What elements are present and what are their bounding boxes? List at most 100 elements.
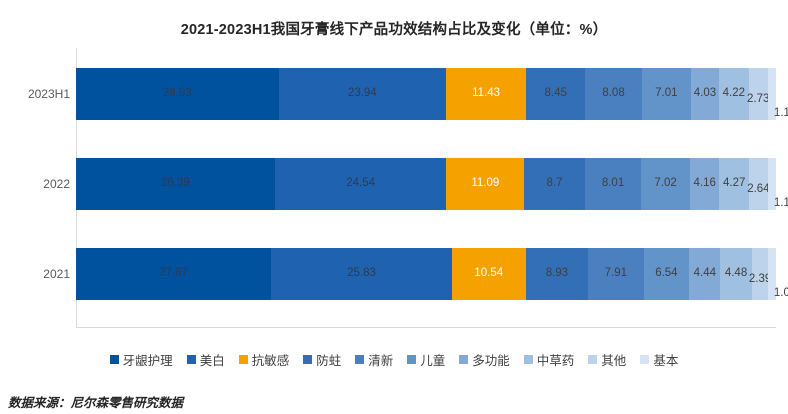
legend-item[interactable]: 基本 [640,350,678,369]
legend-swatch-icon [523,355,533,364]
bar-segment: 10.54 [451,248,526,300]
legend-label: 多功能 [472,354,510,368]
y-axis-tick-label: 2021 [43,267,70,281]
bar-segment-value: 7.91 [604,267,628,280]
bar-segment-value: 4.44 [693,267,716,280]
bar-segment-value: 2.64 [747,183,770,195]
legend-item[interactable]: 其他 [588,350,626,369]
legend-label: 儿童 [420,354,446,368]
legend-swatch-icon [407,355,417,364]
bar-segment: 8.08 [585,68,642,120]
bar-segment: 4.22 [719,68,749,120]
legend-item[interactable]: 中草药 [523,350,575,369]
legend-item[interactable]: 清新 [355,350,393,369]
bar-segment-value: 28.93 [162,87,192,100]
bar-segment-value: 7.01 [655,87,678,100]
bar-segment: 4.16 [690,158,720,210]
bar-segment: 4.27 [719,158,750,210]
y-axis-labels: 2023H1 2022 2021 [0,48,70,328]
bar-segment: 11.09 [446,158,525,210]
chart-legend: 牙龈护理 美白 抗敏感 防蛀 清新 儿童 多功能 中草药 其他 基本 [0,350,788,369]
bar-segment-value: 4.16 [693,177,716,190]
bar-segment: 7.02 [641,158,691,210]
bar-segment-value: 11.09 [471,177,500,190]
y-axis-tick-label: 2022 [43,177,70,191]
bar-segment-value: 10.54 [474,267,504,280]
legend-swatch-icon [459,355,469,364]
bar-segment-value: 8.45 [544,87,567,100]
bar-segment-value: 27.87 [159,267,188,280]
legend-swatch-icon [238,355,248,364]
bar-segment-value: 1.18 [773,197,788,209]
bar-segment: 25.83 [271,248,452,300]
legend-item[interactable]: 防蛀 [303,350,341,369]
bar-segment: 7.91 [588,248,644,300]
bar-segment: 28.39 [76,158,275,210]
y-axis-tick-label: 2023H1 [27,87,70,101]
bar-segment-value: 8.08 [602,87,625,100]
legend-swatch-icon [640,355,650,364]
bar-segment: 2.73 [746,68,770,120]
legend-swatch-icon [303,355,313,364]
bar-segment: 28.93 [76,68,279,120]
legend-item[interactable]: 多功能 [459,350,510,369]
legend-item[interactable]: 抗敏感 [238,350,290,369]
bar-segment: 27.87 [76,248,272,300]
source-note: 数据来源：尼尔森零售研究数据 [8,396,184,410]
legend-swatch-icon [355,355,365,364]
bar-segment-value: 2.39 [748,273,772,285]
chart-title: 2021-2023H1我国牙膏线下产品功效结构占比及变化（单位：%） [180,22,608,38]
stacked-bar: 28.39 24.54 11.09 8.7 8.01 7.02 4.16 4.27 2.64 1.… [76,158,788,210]
legend-swatch-icon [186,355,196,364]
bar-segment-value: 8.93 [545,267,569,280]
bar-segment: 4.03 [690,68,720,120]
bar-segment-value: 8.7 [546,177,563,190]
bar-segment: 11.43 [446,68,527,120]
bar-segment-value: 6.54 [655,267,678,280]
bar-segment-value: 2.73 [746,93,770,105]
bar-segment: 8.93 [525,248,589,300]
bar-row: 28.39 24.54 11.09 8.7 8.01 7.02 4.16 4.27 2.64 1.… [76,158,788,210]
bar-segment: 8.7 [524,158,585,210]
legend-label: 其他 [601,354,627,368]
bar-segment-value: 23.94 [347,87,377,100]
legend-item[interactable]: 美白 [186,350,225,369]
legend-label: 美白 [199,354,225,368]
bar-segment: 4.44 [689,248,721,300]
legend-label: 防蛀 [316,354,342,368]
bar-segment: 1.07 [768,248,788,300]
bar-segment: 1.17 [767,68,788,120]
legend-label: 中草药 [536,354,575,368]
legend-swatch-icon [588,355,598,364]
legend-label: 清新 [368,354,394,368]
bar-segment: 8.01 [585,158,642,210]
bar-segment: 8.45 [526,68,586,120]
bar-segment: 24.54 [274,158,447,210]
bar-segment: 2.39 [748,248,772,300]
legend-label: 牙龈护理 [122,354,173,368]
bar-segment-value: 1.17 [773,107,788,119]
bar-segment-value: 1.07 [773,287,788,299]
bar-segment: 4.48 [720,248,752,300]
bar-row: 27.87 25.83 10.54 8.93 7.91 6.54 4.44 4.48 2.39 1… [76,248,788,300]
bar-segment-value: 4.27 [723,177,746,190]
bar-segment: 23.94 [278,68,447,120]
stacked-bar: 28.93 23.94 11.43 8.45 8.08 7.01 4.03 4.22 2.73 1… [76,68,788,120]
stacked-bar: 27.87 25.83 10.54 8.93 7.91 6.54 4.44 4.48 2.39 1… [76,248,788,300]
bar-segment-value: 4.03 [693,87,717,100]
bar-segment: 2.64 [747,158,770,210]
bar-segment-value: 4.48 [724,267,748,280]
legend-item[interactable]: 牙龈护理 [109,350,173,369]
bar-segment-value: 24.54 [346,177,375,190]
bar-segment-value: 8.01 [601,177,625,190]
legend-label: 抗敏感 [251,354,290,368]
bar-row: 28.93 23.94 11.43 8.45 8.08 7.01 4.03 4.22 2.73 1… [76,68,788,120]
legend-swatch-icon [109,355,119,364]
bar-segment: 7.01 [641,68,691,120]
bar-segment-value: 4.22 [722,87,746,100]
bar-segment-value: 28.39 [160,177,190,190]
legend-item[interactable]: 儿童 [407,350,445,369]
plot-area: 28.93 23.94 11.43 8.45 8.08 7.01 4.03 4.22 2.73 1… [76,48,788,328]
legend-label: 基本 [653,354,679,368]
